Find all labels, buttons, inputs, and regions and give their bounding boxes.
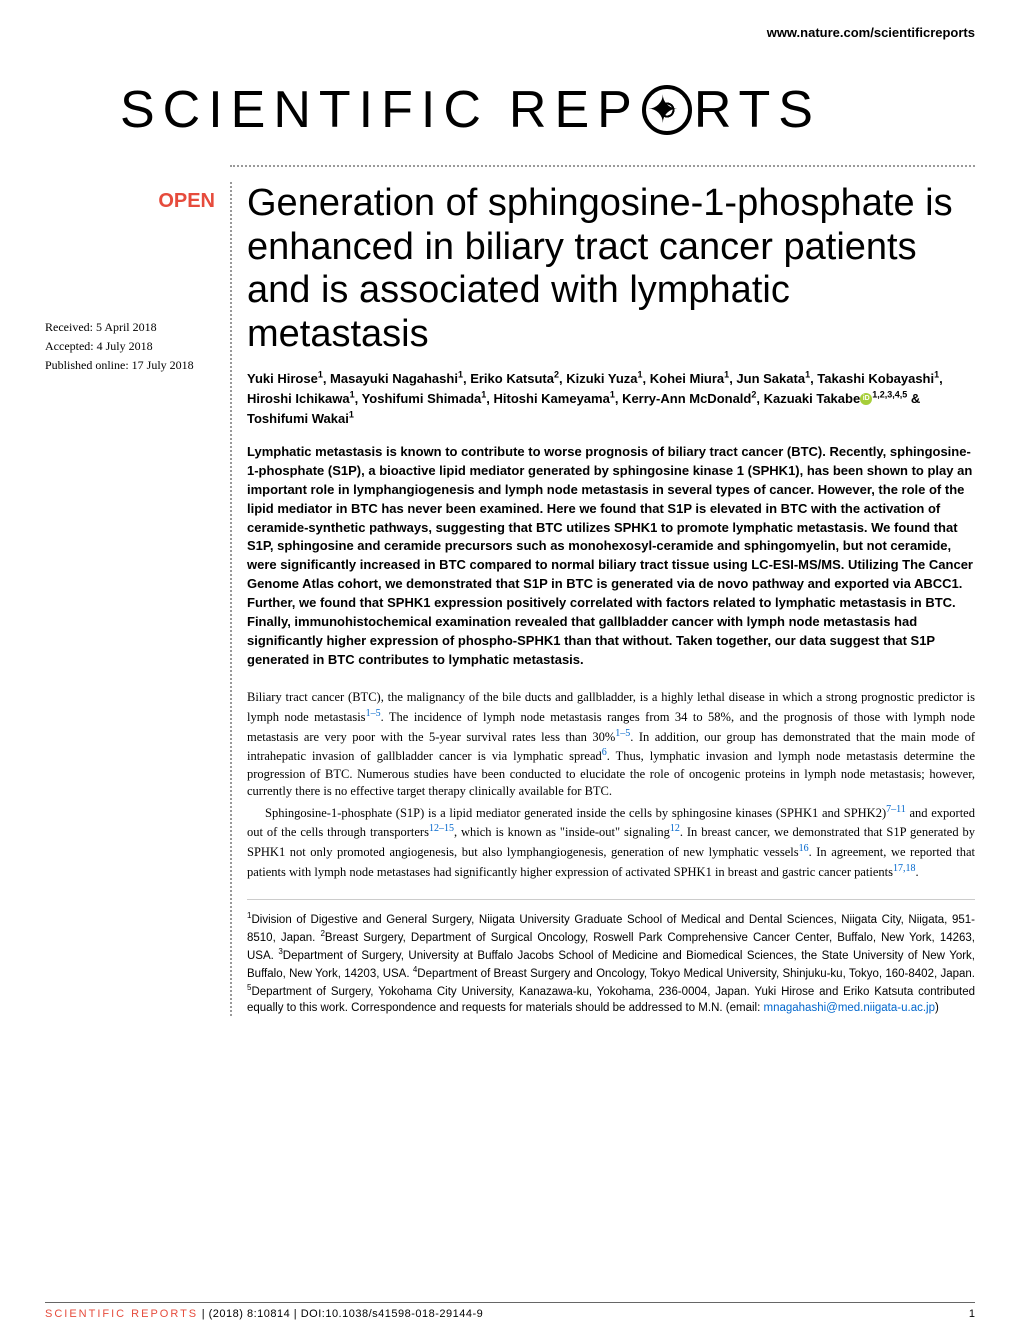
footer-journal-name: SCIENTIFIC REPORTS <box>45 1308 198 1320</box>
ref-link[interactable]: 12 <box>670 823 680 834</box>
date-received: Received: 5 April 2018 <box>45 318 215 337</box>
ref-link[interactable]: 17,18 <box>893 863 916 874</box>
page-number: 1 <box>969 1308 975 1320</box>
logo-part1: SCIENTIFIC <box>120 80 489 140</box>
ref-link[interactable]: 12–15 <box>429 823 454 834</box>
open-access-badge: OPEN <box>45 190 215 213</box>
header-url: www.nature.com/scientificreports <box>0 0 1020 50</box>
date-accepted: Accepted: 4 July 2018 <box>45 337 215 356</box>
page-footer: SCIENTIFIC REPORTS | (2018) 8:10814 | DO… <box>45 1302 975 1320</box>
logo-part2: REP <box>509 80 640 140</box>
paragraph-1: Biliary tract cancer (BTC), the malignan… <box>247 689 975 800</box>
affiliations: 1Division of Digestive and General Surge… <box>247 899 975 1016</box>
left-column: OPEN Received: 5 April 2018 Accepted: 4 … <box>45 182 230 1016</box>
footer-citation: SCIENTIFIC REPORTS | (2018) 8:10814 | DO… <box>45 1308 483 1320</box>
date-published: Published online: 17 July 2018 <box>45 356 215 375</box>
content-wrapper: OPEN Received: 5 April 2018 Accepted: 4 … <box>0 182 1020 1016</box>
divider-top <box>230 165 975 167</box>
publication-dates: Received: 5 April 2018 Accepted: 4 July … <box>45 318 215 376</box>
author-list: Yuki Hirose1, Masayuki Nagahashi1, Eriko… <box>247 369 975 428</box>
journal-logo: SCIENTIFIC REP RTS <box>0 50 1020 160</box>
correspondence-email[interactable]: mnagahashi@med.niigata-u.ac.jp <box>763 1002 935 1014</box>
orcid-icon[interactable] <box>860 393 872 405</box>
abstract: Lymphatic metastasis is known to contrib… <box>247 443 975 669</box>
authors-part1: Yuki Hirose1, Masayuki Nagahashi1, Eriko… <box>247 371 943 406</box>
body-text: Biliary tract cancer (BTC), the malignan… <box>247 689 975 881</box>
paragraph-2: Sphingosine-1-phosphate (S1P) is a lipid… <box>247 803 975 882</box>
right-column: Generation of sphingosine-1-phosphate is… <box>230 182 975 1016</box>
ref-link[interactable]: 16 <box>799 843 809 854</box>
ref-link[interactable]: 1–5 <box>366 708 381 719</box>
ref-link[interactable]: 7–11 <box>886 804 906 815</box>
gear-icon <box>642 85 692 135</box>
article-title: Generation of sphingosine-1-phosphate is… <box>247 182 975 357</box>
logo-part3: RTS <box>694 80 821 140</box>
ref-link[interactable]: 1–5 <box>615 728 630 739</box>
